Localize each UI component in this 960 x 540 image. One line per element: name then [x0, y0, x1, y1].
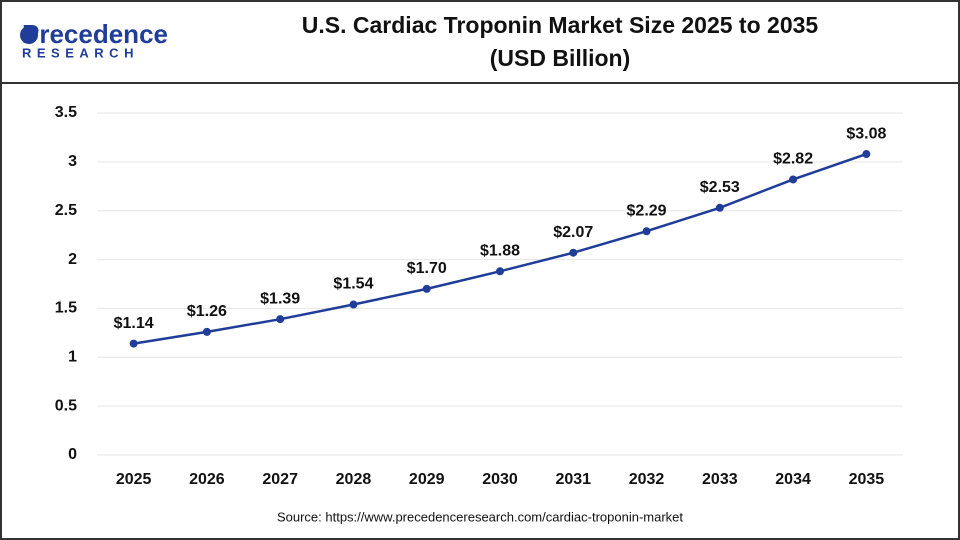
point — [862, 150, 871, 159]
x-tick-label: 2032 — [629, 471, 665, 488]
y-tick-label: 3 — [68, 153, 77, 170]
x-tick-label: 2029 — [409, 471, 445, 488]
value-label: $2.53 — [700, 179, 740, 196]
value-label: $2.82 — [773, 151, 813, 168]
logo-tagline: RESEARCH — [22, 45, 139, 60]
point — [569, 248, 578, 257]
point — [642, 227, 651, 236]
point — [129, 339, 138, 348]
value-label: $2.07 — [553, 224, 593, 241]
point — [496, 267, 504, 276]
x-tick-label: 2027 — [262, 471, 298, 488]
value-label: $2.29 — [627, 202, 667, 219]
chart-subtitle: (USD Billion) — [490, 45, 631, 71]
value-label: $1.88 — [480, 243, 520, 260]
chart-title: U.S. Cardiac Troponin Market Size 2025 t… — [302, 12, 819, 38]
logo-icon — [20, 26, 38, 44]
x-tick-label: 2025 — [116, 471, 152, 488]
source: Source: https://www.precedenceresearch.c… — [277, 509, 683, 524]
y-tick-label: 2 — [68, 251, 77, 268]
y-tick-label: 2.5 — [55, 202, 77, 219]
x-tick-label: 2034 — [775, 471, 811, 488]
y-tick-label: 0.5 — [55, 397, 77, 414]
value-label: $1.14 — [114, 315, 154, 332]
x-tick-label: 2030 — [482, 471, 518, 488]
logo-name: Precedence — [22, 19, 168, 49]
point — [202, 327, 211, 336]
x-tick-label: 2033 — [702, 471, 738, 488]
value-label: $3.08 — [846, 125, 886, 142]
value-label: $1.54 — [333, 276, 373, 293]
point — [276, 315, 285, 324]
y-tick-label: 3.5 — [55, 104, 77, 121]
y-tick-label: 1.5 — [55, 300, 77, 317]
value-label: $1.39 — [260, 290, 300, 307]
value-label: $1.70 — [407, 260, 447, 277]
value-label: $1.26 — [187, 303, 227, 320]
y-tick-label: 0 — [68, 446, 77, 463]
point — [422, 284, 431, 293]
x-tick-label: 2026 — [189, 471, 225, 488]
point — [715, 203, 724, 212]
x-tick-label: 2035 — [849, 471, 885, 488]
x-tick-label: 2028 — [336, 471, 372, 488]
point — [349, 300, 358, 309]
x-tick-label: 2031 — [555, 471, 591, 488]
point — [789, 175, 798, 184]
y-tick-label: 1 — [68, 349, 77, 366]
